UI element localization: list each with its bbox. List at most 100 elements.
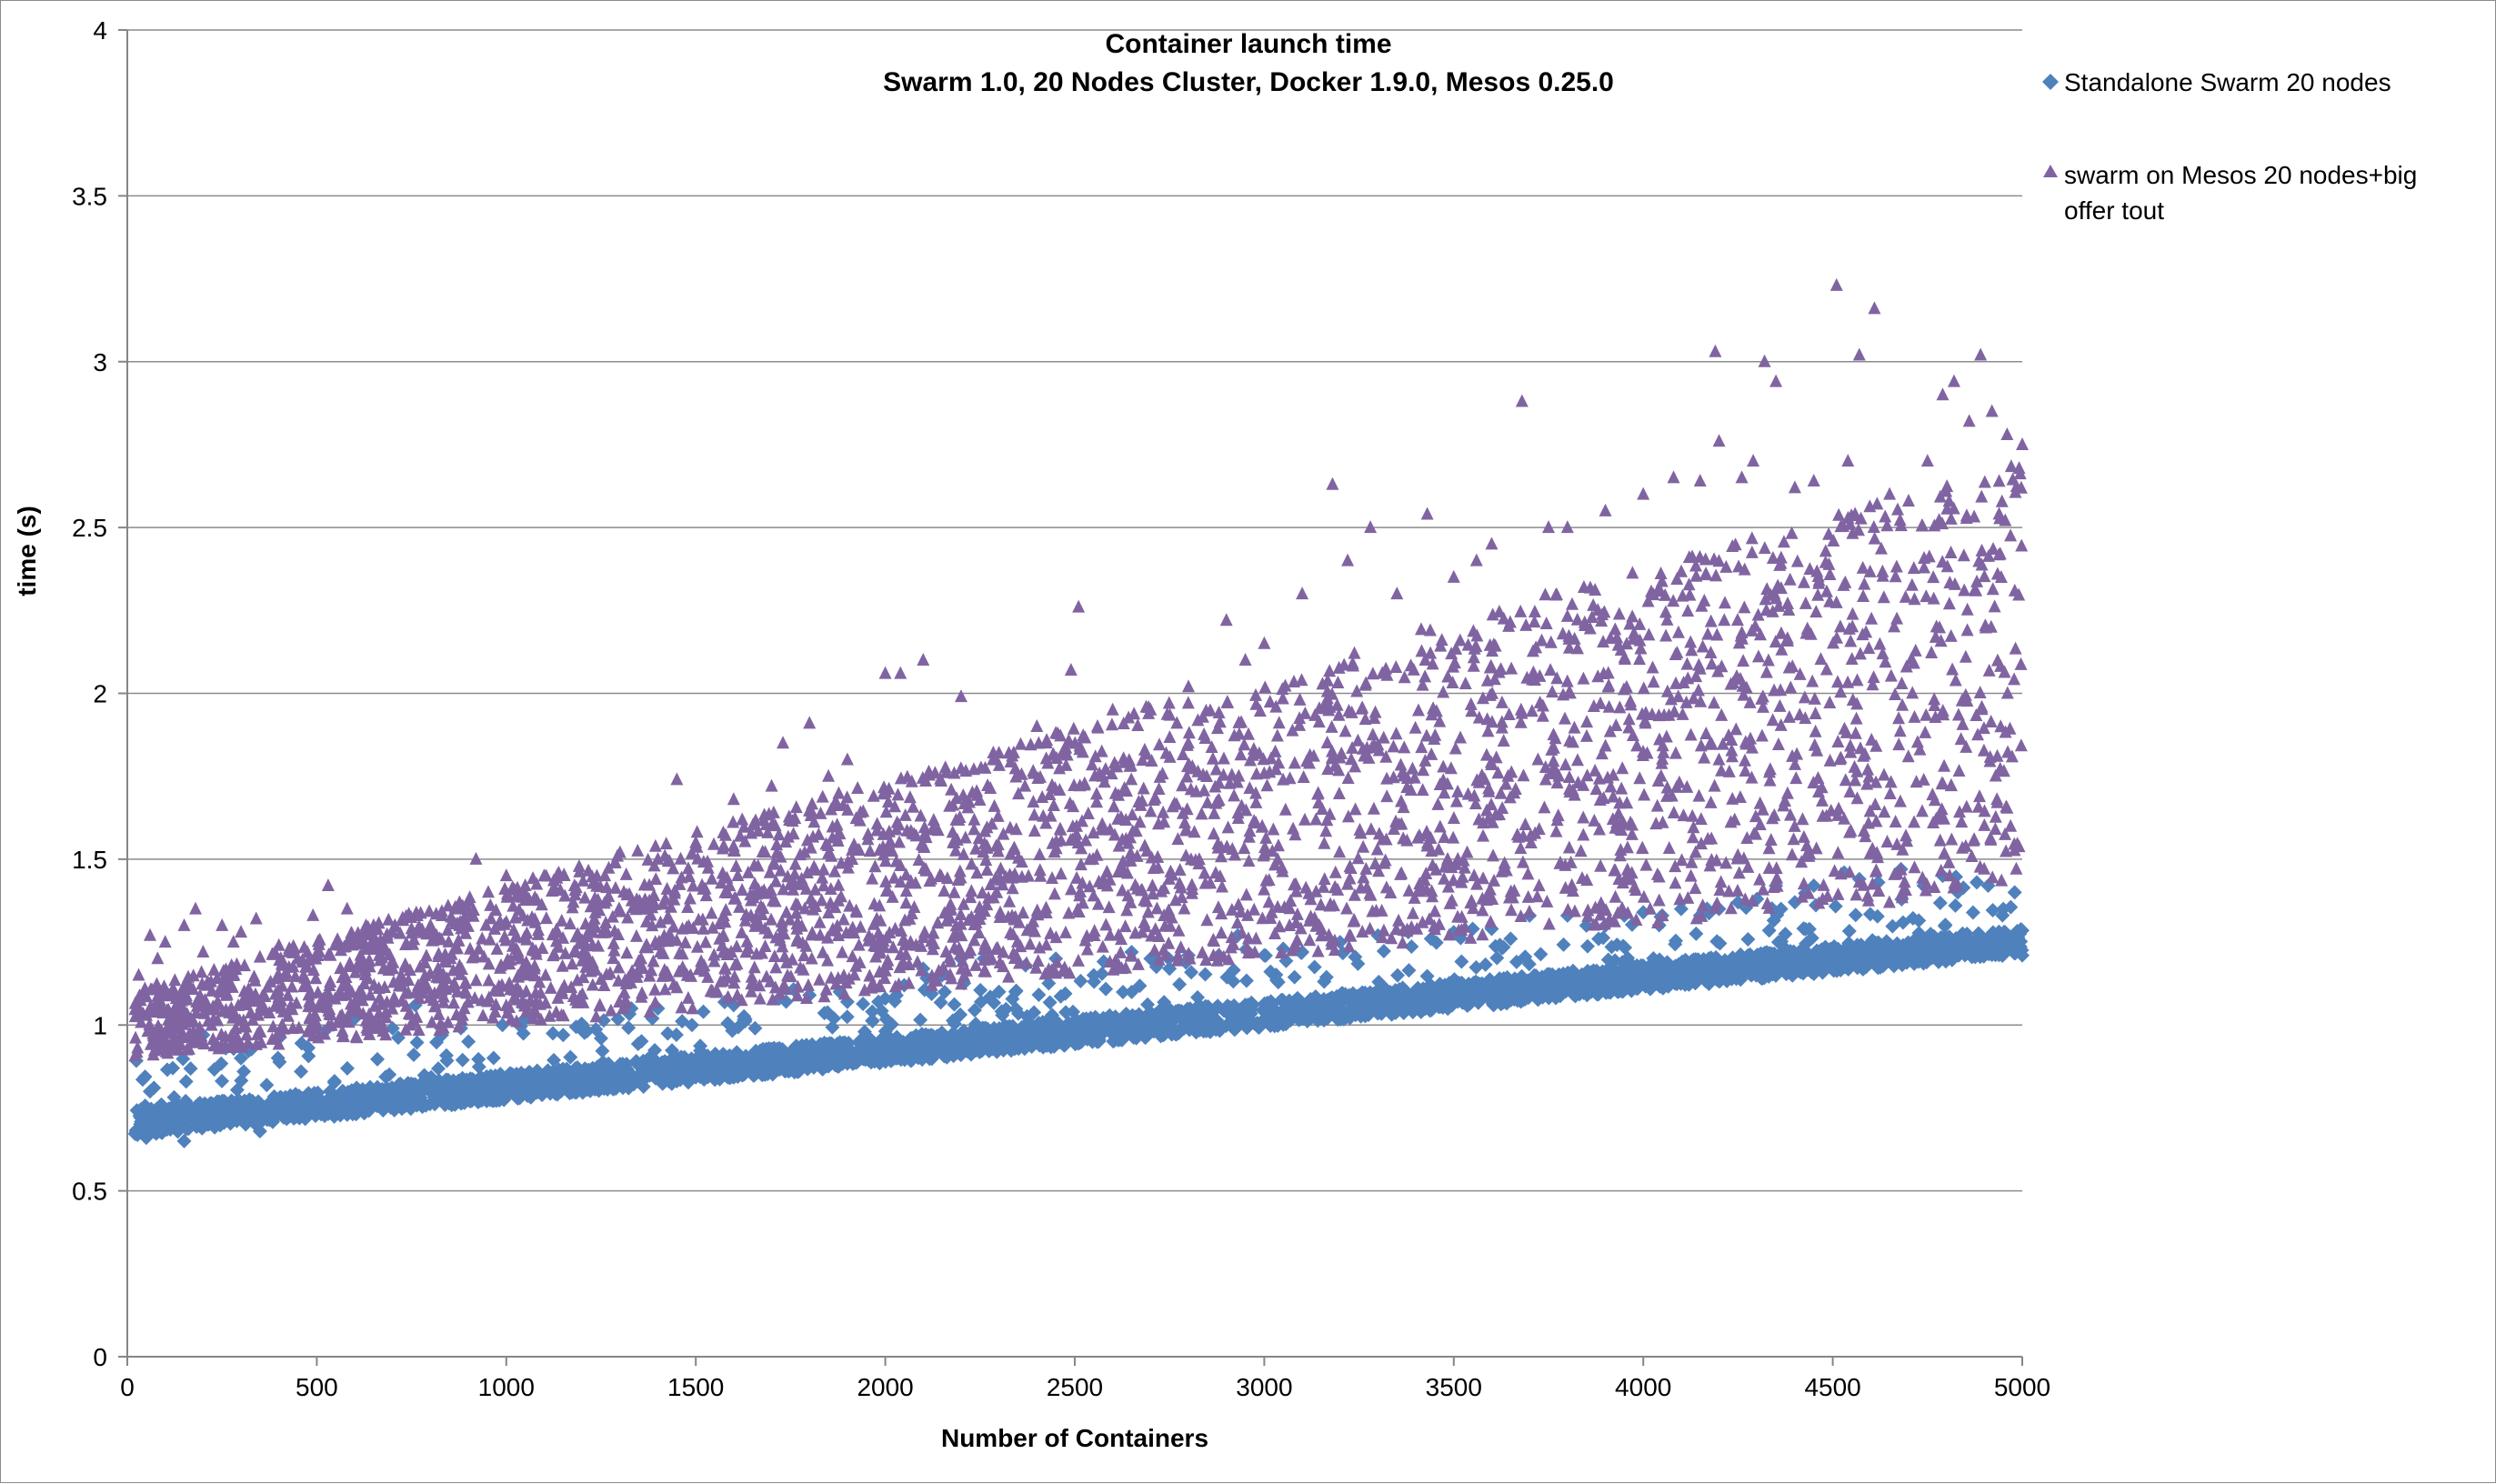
- swarm-on-mesos-point: [1648, 675, 1660, 687]
- swarm-on-mesos-point: [1993, 506, 2006, 519]
- swarm-on-mesos-point: [1940, 479, 1953, 492]
- y-tick-label: 2.5: [72, 514, 107, 542]
- swarm-on-mesos-point: [1544, 663, 1557, 676]
- swarm-on-mesos-point: [1767, 713, 1779, 726]
- standalone-swarm-point: [340, 1061, 355, 1076]
- swarm-on-mesos-point: [1946, 662, 1959, 675]
- standalone-swarm-point: [697, 1005, 711, 1019]
- swarm-on-mesos-point: [1409, 721, 1422, 734]
- swarm-on-mesos-point: [1487, 848, 1499, 861]
- swarm-on-mesos-point: [1698, 594, 1710, 607]
- swarm-on-mesos-point: [1454, 634, 1467, 647]
- swarm-on-mesos-point: [1428, 904, 1441, 917]
- standalone-swarm-point: [406, 1048, 421, 1062]
- standalone-swarm-point: [486, 1051, 501, 1066]
- swarm-on-mesos-point: [1974, 686, 1987, 698]
- standalone-swarm-point: [1288, 970, 1302, 985]
- x-tick-label: 4000: [1615, 1373, 1671, 1401]
- swarm-on-mesos-point: [1996, 495, 2009, 507]
- standalone-swarm-point: [2008, 885, 2022, 899]
- standalone-swarm-point: [1948, 898, 1962, 913]
- swarm-on-mesos-point: [1669, 876, 1681, 888]
- swarm-on-mesos-point: [1563, 770, 1576, 783]
- swarm-on-mesos-point: [1486, 687, 1499, 699]
- swarm-on-mesos-point: [1238, 841, 1250, 854]
- swarm-on-mesos-point: [1589, 764, 1601, 777]
- swarm-on-mesos-point: [1775, 551, 1788, 564]
- swarm-on-mesos-point: [1705, 796, 1718, 808]
- standalone-swarm-point: [1689, 927, 1703, 941]
- swarm-on-mesos-point: [2010, 862, 2022, 875]
- standalone-swarm-point: [461, 1034, 476, 1048]
- swarm-on-mesos-point: [1575, 844, 1588, 857]
- swarm-on-mesos-point: [1841, 676, 1854, 688]
- swarm-on-mesos-point: [1099, 917, 1112, 930]
- swarm-on-mesos-point: [1263, 895, 1276, 907]
- swarm-on-mesos-point: [1503, 707, 1516, 720]
- swarm-on-mesos-point: [736, 883, 748, 896]
- standalone-swarm-point: [556, 1028, 570, 1042]
- swarm-on-mesos-point: [1814, 652, 1827, 665]
- swarm-on-mesos-point: [1995, 874, 2008, 887]
- swarm-on-mesos-point: [1862, 641, 1875, 654]
- swarm-on-mesos-point: [1196, 807, 1208, 819]
- swarm-on-mesos-point: [1028, 824, 1041, 837]
- swarm-on-mesos-point: [1991, 654, 2004, 667]
- swarm-on-mesos-point: [851, 781, 864, 794]
- y-tick-label: 3.5: [72, 182, 107, 210]
- swarm-on-mesos-point: [813, 973, 826, 986]
- swarm-on-mesos-point: [1138, 743, 1151, 756]
- swarm-on-mesos-point: [1331, 676, 1344, 688]
- swarm-on-mesos-point: [1796, 812, 1809, 825]
- swarm-on-mesos-point: [1663, 841, 1676, 854]
- swarm-on-mesos-point: [1498, 734, 1510, 747]
- swarm-on-mesos-point: [1523, 905, 1536, 917]
- standalone-swarm-point: [866, 1014, 880, 1028]
- y-tick-label: 0: [93, 1343, 107, 1371]
- swarm-on-mesos-point: [1798, 830, 1810, 843]
- x-tick-label: 2000: [857, 1373, 913, 1401]
- swarm-on-mesos-point: [1685, 727, 1698, 740]
- swarm-on-mesos-point: [1228, 788, 1240, 801]
- swarm-on-mesos-point: [620, 867, 633, 880]
- swarm-on-mesos-point: [1271, 728, 1284, 741]
- x-tick-label: 1500: [667, 1373, 724, 1401]
- swarm-on-mesos-point: [1890, 560, 1903, 573]
- swarm-on-mesos-point: [1543, 917, 1556, 930]
- swarm-on-mesos-point: [1424, 647, 1437, 659]
- standalone-swarm-point: [840, 1009, 855, 1024]
- swarm-on-mesos-point: [1333, 787, 1346, 799]
- swarm-on-mesos-point: [1108, 799, 1120, 812]
- swarm-on-mesos-point: [1125, 772, 1138, 785]
- swarm-on-mesos-point: [1348, 647, 1361, 659]
- standalone-swarm-point: [1933, 896, 1948, 910]
- swarm-on-mesos-point: [1809, 707, 1822, 719]
- swarm-on-mesos-point: [1065, 882, 1078, 895]
- swarm-on-mesos-point: [1505, 903, 1518, 916]
- swarm-on-mesos-point: [1839, 576, 1851, 588]
- standalone-swarm-point: [1580, 939, 1595, 954]
- swarm-on-mesos-point: [1418, 669, 1431, 682]
- swarm-on-mesos-point: [1412, 704, 1425, 717]
- standalone-swarm-point: [1308, 959, 1322, 974]
- swarm-on-mesos-point: [1834, 619, 1847, 632]
- swarm-on-mesos-point: [1772, 737, 1785, 750]
- swarm-on-mesos-point: [1783, 710, 1796, 723]
- swarm-on-mesos-point: [1454, 731, 1467, 744]
- swarm-on-mesos-point: [1786, 847, 1799, 860]
- standalone-swarm-point: [1454, 954, 1469, 968]
- swarm-on-mesos-point: [2010, 642, 2022, 655]
- swarm-on-mesos-point: [1343, 928, 1356, 941]
- swarm-on-mesos-point: [1831, 675, 1844, 687]
- swarm-on-mesos-point: [1175, 940, 1188, 953]
- y-tick-label: 1: [93, 1011, 107, 1039]
- swarm-on-mesos-point: [1580, 729, 1593, 742]
- swarm-on-mesos-point: [1715, 764, 1728, 777]
- standalone-swarm-point: [1073, 974, 1088, 988]
- standalone-swarm-point: [294, 1064, 308, 1078]
- gridlines: [118, 30, 2022, 1366]
- x-tick-label: 0: [120, 1373, 135, 1401]
- swarm-on-mesos-point: [1697, 640, 1709, 653]
